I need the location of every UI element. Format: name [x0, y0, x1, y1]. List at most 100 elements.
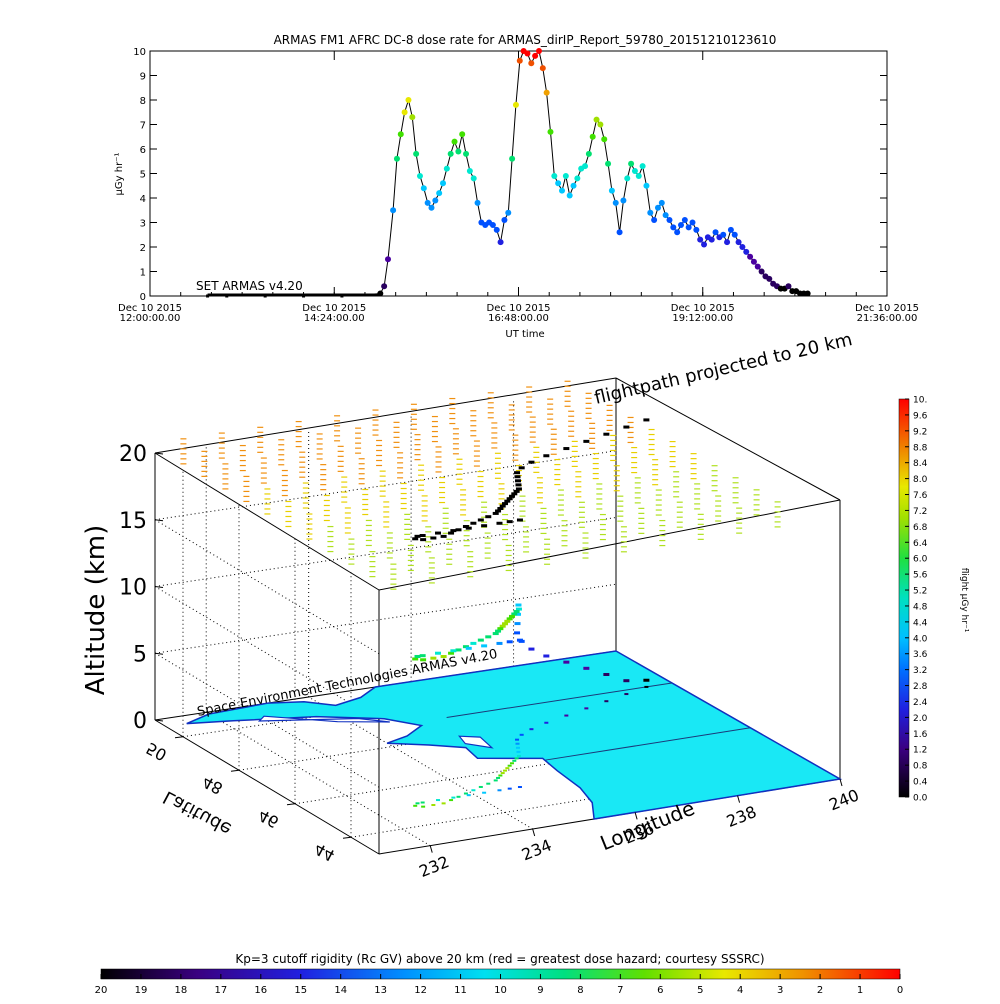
cutoff-rigidity-marks	[180, 380, 781, 590]
dose-cb-tick-label: 5.6	[913, 571, 928, 581]
dose-cb-tick-label: 2.8	[913, 682, 928, 692]
3d-box-edge	[154, 719, 380, 855]
projection-point	[643, 418, 650, 422]
dose-point	[628, 160, 635, 167]
ground-track-point	[503, 769, 508, 772]
ground-track-point	[517, 786, 522, 789]
ground-track-point	[431, 804, 436, 807]
dose-point	[635, 172, 642, 179]
ground-track-point	[515, 742, 520, 745]
dose-cb-tick-label: 6.0	[913, 555, 928, 565]
flight-point	[499, 624, 506, 628]
dose-point	[750, 258, 757, 265]
ground-track-point	[420, 801, 425, 804]
dose-point	[727, 226, 734, 233]
flight-point	[514, 612, 521, 616]
alt-tick-label: 20	[119, 442, 147, 467]
dose-point	[440, 180, 447, 187]
ground-track-point	[516, 754, 521, 757]
dose-point	[647, 209, 654, 216]
dose-point	[470, 175, 477, 182]
dose-point	[605, 160, 612, 167]
flight-point	[502, 622, 509, 626]
lat-tick-label: 46	[255, 805, 282, 831]
flight-point	[543, 654, 550, 658]
projection-annotation: flightpath projected to 20 km	[592, 329, 854, 409]
top-x-axis-label: UT time	[505, 329, 544, 340]
dose-point	[735, 239, 742, 246]
dose-point	[443, 165, 450, 172]
rc-tick-label: 12	[414, 985, 427, 996]
flight-point	[643, 678, 650, 682]
dose-point	[424, 199, 431, 206]
sound-outline	[457, 735, 494, 749]
flight-point	[563, 660, 570, 664]
ground-track-point	[471, 789, 476, 792]
flight-point	[420, 658, 427, 662]
alt-tick-label: 15	[119, 509, 147, 534]
dose-point	[516, 57, 523, 64]
dose-point	[643, 182, 650, 189]
grid-line-lon-floor	[205, 711, 431, 847]
top-y-tick-label: 9	[140, 72, 146, 83]
dose-point	[451, 138, 458, 145]
dose-point	[405, 97, 412, 103]
dose-point	[766, 275, 773, 282]
rc-tick-label: 6	[657, 985, 663, 996]
dose-point	[570, 182, 577, 189]
projection-point	[448, 531, 455, 535]
top-y-tick-label: 3	[140, 219, 146, 230]
border-line	[545, 727, 751, 761]
flight-point	[515, 603, 522, 607]
dose-cb-tick-label: 7.2	[913, 507, 927, 517]
dose-point	[381, 283, 388, 290]
flight-point	[528, 647, 535, 651]
dose-cb-tick-label: 3.6	[913, 650, 928, 660]
lat-tick	[174, 736, 184, 739]
rc-tick-label: 1	[857, 985, 863, 996]
dose-point	[785, 283, 792, 290]
dose-point	[739, 244, 746, 250]
dose-point	[693, 226, 700, 233]
dose-point	[436, 190, 443, 197]
lat-tick-label: 50	[143, 738, 170, 764]
rc-tick-label: 18	[175, 985, 188, 996]
dose-point	[701, 241, 708, 248]
3d-box-edge	[378, 499, 841, 591]
dose-point	[731, 231, 738, 238]
top-x-tick-time: 21:36:00.00	[857, 313, 918, 324]
top-annotation: SET ARMAS v4.20	[196, 279, 303, 293]
rc-tick-label: 15	[294, 985, 307, 996]
dose-point	[551, 172, 558, 179]
ground-track-point	[421, 805, 426, 808]
dose-cb-tick-label: 5.2	[913, 587, 927, 597]
dose-point	[670, 224, 677, 231]
dose-cb-tick-label: 0.4	[913, 778, 928, 788]
dose-point	[401, 109, 408, 116]
latitude-axis-label: Latitude	[160, 786, 235, 839]
rc-tick-label: 9	[537, 985, 543, 996]
dose-point	[597, 121, 604, 128]
projection-point	[623, 425, 630, 429]
grid-line-alt-back	[154, 517, 617, 587]
dose-point	[543, 89, 550, 96]
lon-tick-label: 238	[724, 802, 759, 831]
alt-tick	[154, 519, 164, 522]
dose-cb-tick-label: 4.0	[913, 634, 928, 644]
ground-track-point	[644, 685, 649, 688]
projection-point	[504, 499, 511, 503]
dose-cb-tick-label: 0.8	[913, 762, 928, 772]
projection-point	[465, 526, 472, 530]
flight-point	[462, 645, 469, 649]
dose-cb-tick-label: 3.2	[913, 666, 927, 676]
projection-point	[492, 511, 499, 515]
dose-point	[566, 192, 573, 199]
altitude-axis-label: Altitude (km)	[81, 525, 111, 696]
projection-point	[477, 518, 484, 522]
lat-tick-label: 48	[199, 772, 226, 798]
dose-cb-tick-label: 0.0	[913, 794, 928, 804]
ground-track-point	[519, 733, 524, 736]
dose-point	[413, 150, 420, 157]
ground-track-point	[500, 772, 505, 775]
